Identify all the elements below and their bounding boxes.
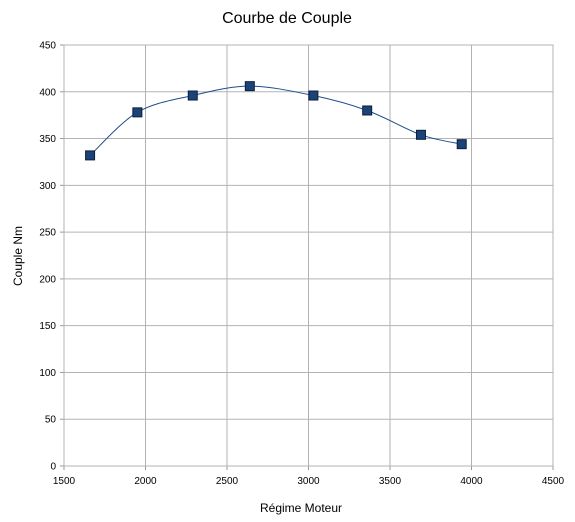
data-markers [85, 81, 467, 161]
x-tick-label: 2000 [134, 476, 157, 487]
x-tick-label: 4000 [460, 476, 483, 487]
y-tick-label: 350 [39, 134, 56, 145]
y-tick-label: 50 [45, 415, 57, 426]
y-tick-label: 150 [39, 321, 56, 332]
x-tick-label: 2500 [216, 476, 239, 487]
data-point-marker [244, 81, 255, 92]
tick-labels: 1500 2000 2500 3000 3500 4000 4500 0 50 100 150 200… [39, 41, 564, 488]
y-tick-label: 300 [39, 181, 56, 192]
y-axis-title: Couple Nm [11, 226, 25, 286]
data-point-marker [132, 107, 143, 118]
data-point-marker [308, 90, 319, 101]
data-point-marker [362, 105, 373, 116]
x-tick-label: 1500 [53, 476, 76, 487]
x-tick-label: 4500 [542, 476, 565, 487]
data-point-marker [85, 150, 96, 161]
y-tick-label: 400 [39, 87, 56, 98]
data-point-marker [456, 139, 467, 150]
y-tick-label: 0 [50, 462, 56, 473]
data-point-marker [187, 90, 198, 101]
plot-frame [63, 44, 554, 467]
y-tick-label: 100 [39, 368, 56, 379]
x-tick-label: 3500 [379, 476, 402, 487]
x-tick-label: 3000 [297, 476, 320, 487]
y-tick-label: 250 [39, 228, 56, 239]
chart-title: Courbe de Couple [222, 10, 352, 27]
x-axis-title: Régime Moteur [260, 501, 342, 515]
y-tick-label: 450 [39, 41, 56, 52]
data-point-marker [415, 129, 426, 140]
y-tick-label: 200 [39, 274, 56, 285]
